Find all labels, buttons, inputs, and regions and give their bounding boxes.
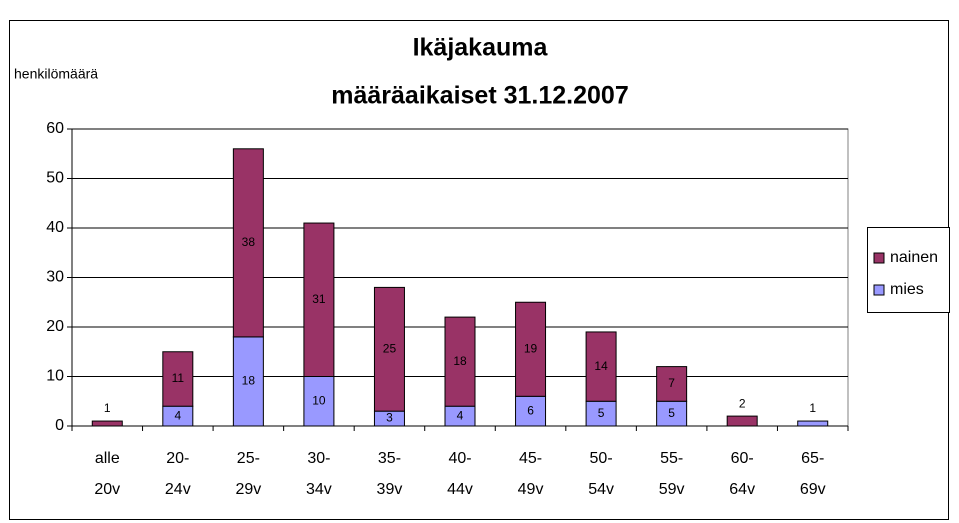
data-label: 3 bbox=[386, 411, 393, 425]
data-label: 2 bbox=[739, 396, 746, 410]
data-label: 4 bbox=[457, 408, 464, 422]
bar-segment bbox=[585, 400, 617, 427]
bar-segment bbox=[373, 286, 405, 412]
x-tick-label: 69v bbox=[800, 481, 826, 498]
y-tick-label: 10 bbox=[46, 368, 64, 385]
x-tick-label: 35- bbox=[378, 450, 401, 467]
data-label: 18 bbox=[242, 374, 256, 388]
bar-segment bbox=[585, 331, 617, 402]
data-label: 5 bbox=[668, 406, 675, 420]
bar-segment bbox=[303, 376, 335, 427]
y-tick-label: 30 bbox=[46, 269, 64, 286]
bar-segment bbox=[162, 351, 194, 407]
data-label: 25 bbox=[383, 341, 397, 355]
x-tick-label: 20v bbox=[94, 481, 120, 498]
bar-segment bbox=[232, 148, 264, 338]
bar-segment bbox=[797, 420, 829, 427]
x-tick-label: 45- bbox=[519, 450, 542, 467]
chart-title: määräaikaiset 31.12.2007 bbox=[331, 82, 628, 110]
bar-segment bbox=[656, 366, 688, 402]
bar-segment bbox=[726, 415, 758, 427]
bar-segment bbox=[91, 420, 123, 427]
x-tick-label: 39v bbox=[377, 481, 403, 498]
data-label: 31 bbox=[312, 292, 326, 306]
bar-segment bbox=[515, 395, 547, 427]
x-tick-label: 55- bbox=[660, 450, 683, 467]
x-tick-label: 54v bbox=[588, 481, 614, 498]
bar-segment bbox=[656, 400, 688, 427]
bar-segment bbox=[444, 316, 476, 407]
x-tick-label: 50- bbox=[590, 450, 613, 467]
x-tick-label: 65- bbox=[801, 450, 824, 467]
data-label: 11 bbox=[172, 371, 185, 385]
x-tick-label: 40- bbox=[448, 450, 471, 467]
data-label: 1 bbox=[104, 401, 111, 415]
y-tick-label: 0 bbox=[55, 417, 64, 434]
legend-label: nainen bbox=[890, 249, 938, 266]
x-tick-label: 25- bbox=[237, 450, 260, 467]
legend-swatch bbox=[873, 284, 885, 296]
legend bbox=[867, 227, 950, 313]
chart-title: Ikäjakauma bbox=[413, 34, 549, 62]
bar-segment bbox=[232, 336, 264, 427]
data-label: 18 bbox=[453, 354, 467, 368]
legend-swatch bbox=[873, 252, 885, 264]
data-label: 6 bbox=[527, 403, 534, 417]
data-label: 19 bbox=[524, 341, 538, 355]
x-tick-label: 49v bbox=[518, 481, 544, 498]
bar-segment bbox=[515, 301, 547, 397]
data-label: 10 bbox=[312, 393, 326, 407]
x-tick-label: 60- bbox=[731, 450, 754, 467]
x-tick-label: 59v bbox=[659, 481, 685, 498]
y-tick-label: 20 bbox=[46, 318, 64, 335]
x-tick-label: alle bbox=[95, 450, 120, 467]
x-tick-label: 29v bbox=[235, 481, 261, 498]
data-label: 1 bbox=[809, 401, 816, 415]
x-tick-label: 34v bbox=[306, 481, 332, 498]
legend-label: mies bbox=[890, 281, 924, 298]
y-axis-label: henkilömäärä bbox=[14, 66, 98, 82]
data-label: 38 bbox=[242, 235, 256, 249]
data-label: 5 bbox=[598, 406, 605, 420]
x-tick-label: 20- bbox=[166, 450, 189, 467]
y-tick-label: 40 bbox=[46, 219, 64, 236]
x-tick-label: 64v bbox=[729, 481, 755, 498]
y-tick-label: 50 bbox=[46, 170, 64, 187]
x-tick-label: 44v bbox=[447, 481, 473, 498]
x-tick-label: 24v bbox=[165, 481, 191, 498]
y-tick-label: 60 bbox=[46, 120, 64, 137]
x-tick-label: 30- bbox=[307, 450, 330, 467]
bar-segment bbox=[303, 222, 335, 377]
data-label: 4 bbox=[174, 408, 181, 422]
data-label: 14 bbox=[594, 359, 608, 373]
data-label: 7 bbox=[668, 376, 675, 390]
